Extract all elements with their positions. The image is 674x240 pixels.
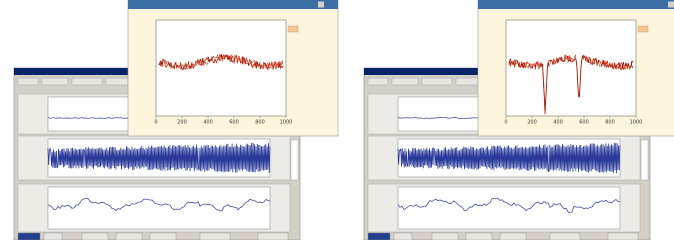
toolbar-button[interactable] xyxy=(422,78,452,85)
x-tick-label: 200 xyxy=(177,120,187,126)
popup-title-bar xyxy=(478,0,674,9)
toolbar-button[interactable] xyxy=(42,78,68,85)
legend-box xyxy=(288,26,298,32)
toolbar-button[interactable] xyxy=(106,78,128,85)
toolbar-button[interactable] xyxy=(392,78,418,85)
bottom-button[interactable] xyxy=(432,233,458,240)
popup-title-bar xyxy=(128,0,338,9)
bottom-button[interactable] xyxy=(500,233,526,240)
scrollbar xyxy=(641,140,648,180)
app-composite: 0 200 400 600 800 1000 xyxy=(14,0,338,240)
toolbar-button[interactable] xyxy=(72,78,102,85)
bottom-button[interactable] xyxy=(258,233,288,240)
x-tick-label: 1000 xyxy=(280,120,293,126)
x-tick-label: 800 xyxy=(605,120,615,126)
x-tick-label: 200 xyxy=(527,120,537,126)
bottom-button[interactable] xyxy=(394,233,412,240)
x-tick-label: 400 xyxy=(553,120,563,126)
bottom-button[interactable] xyxy=(550,233,580,240)
screenshot: 0 200 400 600 800 1000 0 200 400 600 800 1000 xyxy=(0,0,674,240)
bottom-button[interactable] xyxy=(116,233,142,240)
bottom-button[interactable] xyxy=(200,233,230,240)
app-composite: 0 200 400 600 800 1000 xyxy=(364,0,674,240)
bottom-button[interactable] xyxy=(44,233,62,240)
close-button[interactable] xyxy=(668,2,674,8)
toolbar-button[interactable] xyxy=(18,78,38,85)
x-tick-label: 800 xyxy=(255,120,265,126)
toolbar-button[interactable] xyxy=(456,78,478,85)
x-tick-label: 1000 xyxy=(630,120,643,126)
bottom-button[interactable] xyxy=(608,233,638,240)
bottom-button[interactable] xyxy=(466,233,492,240)
x-tick-label: 400 xyxy=(203,120,213,126)
x-tick-label: 0 xyxy=(154,120,157,126)
x-tick-label: 600 xyxy=(579,120,589,126)
bottom-button[interactable] xyxy=(150,233,176,240)
scrollbar xyxy=(291,140,298,180)
bottom-button[interactable] xyxy=(18,233,40,240)
close-button[interactable] xyxy=(318,2,324,8)
toolbar-button[interactable] xyxy=(368,78,388,85)
bottom-button[interactable] xyxy=(82,233,108,240)
x-tick-label: 600 xyxy=(229,120,239,126)
x-tick-label: 0 xyxy=(504,120,507,126)
bottom-button[interactable] xyxy=(368,233,390,240)
legend-box xyxy=(638,26,648,32)
